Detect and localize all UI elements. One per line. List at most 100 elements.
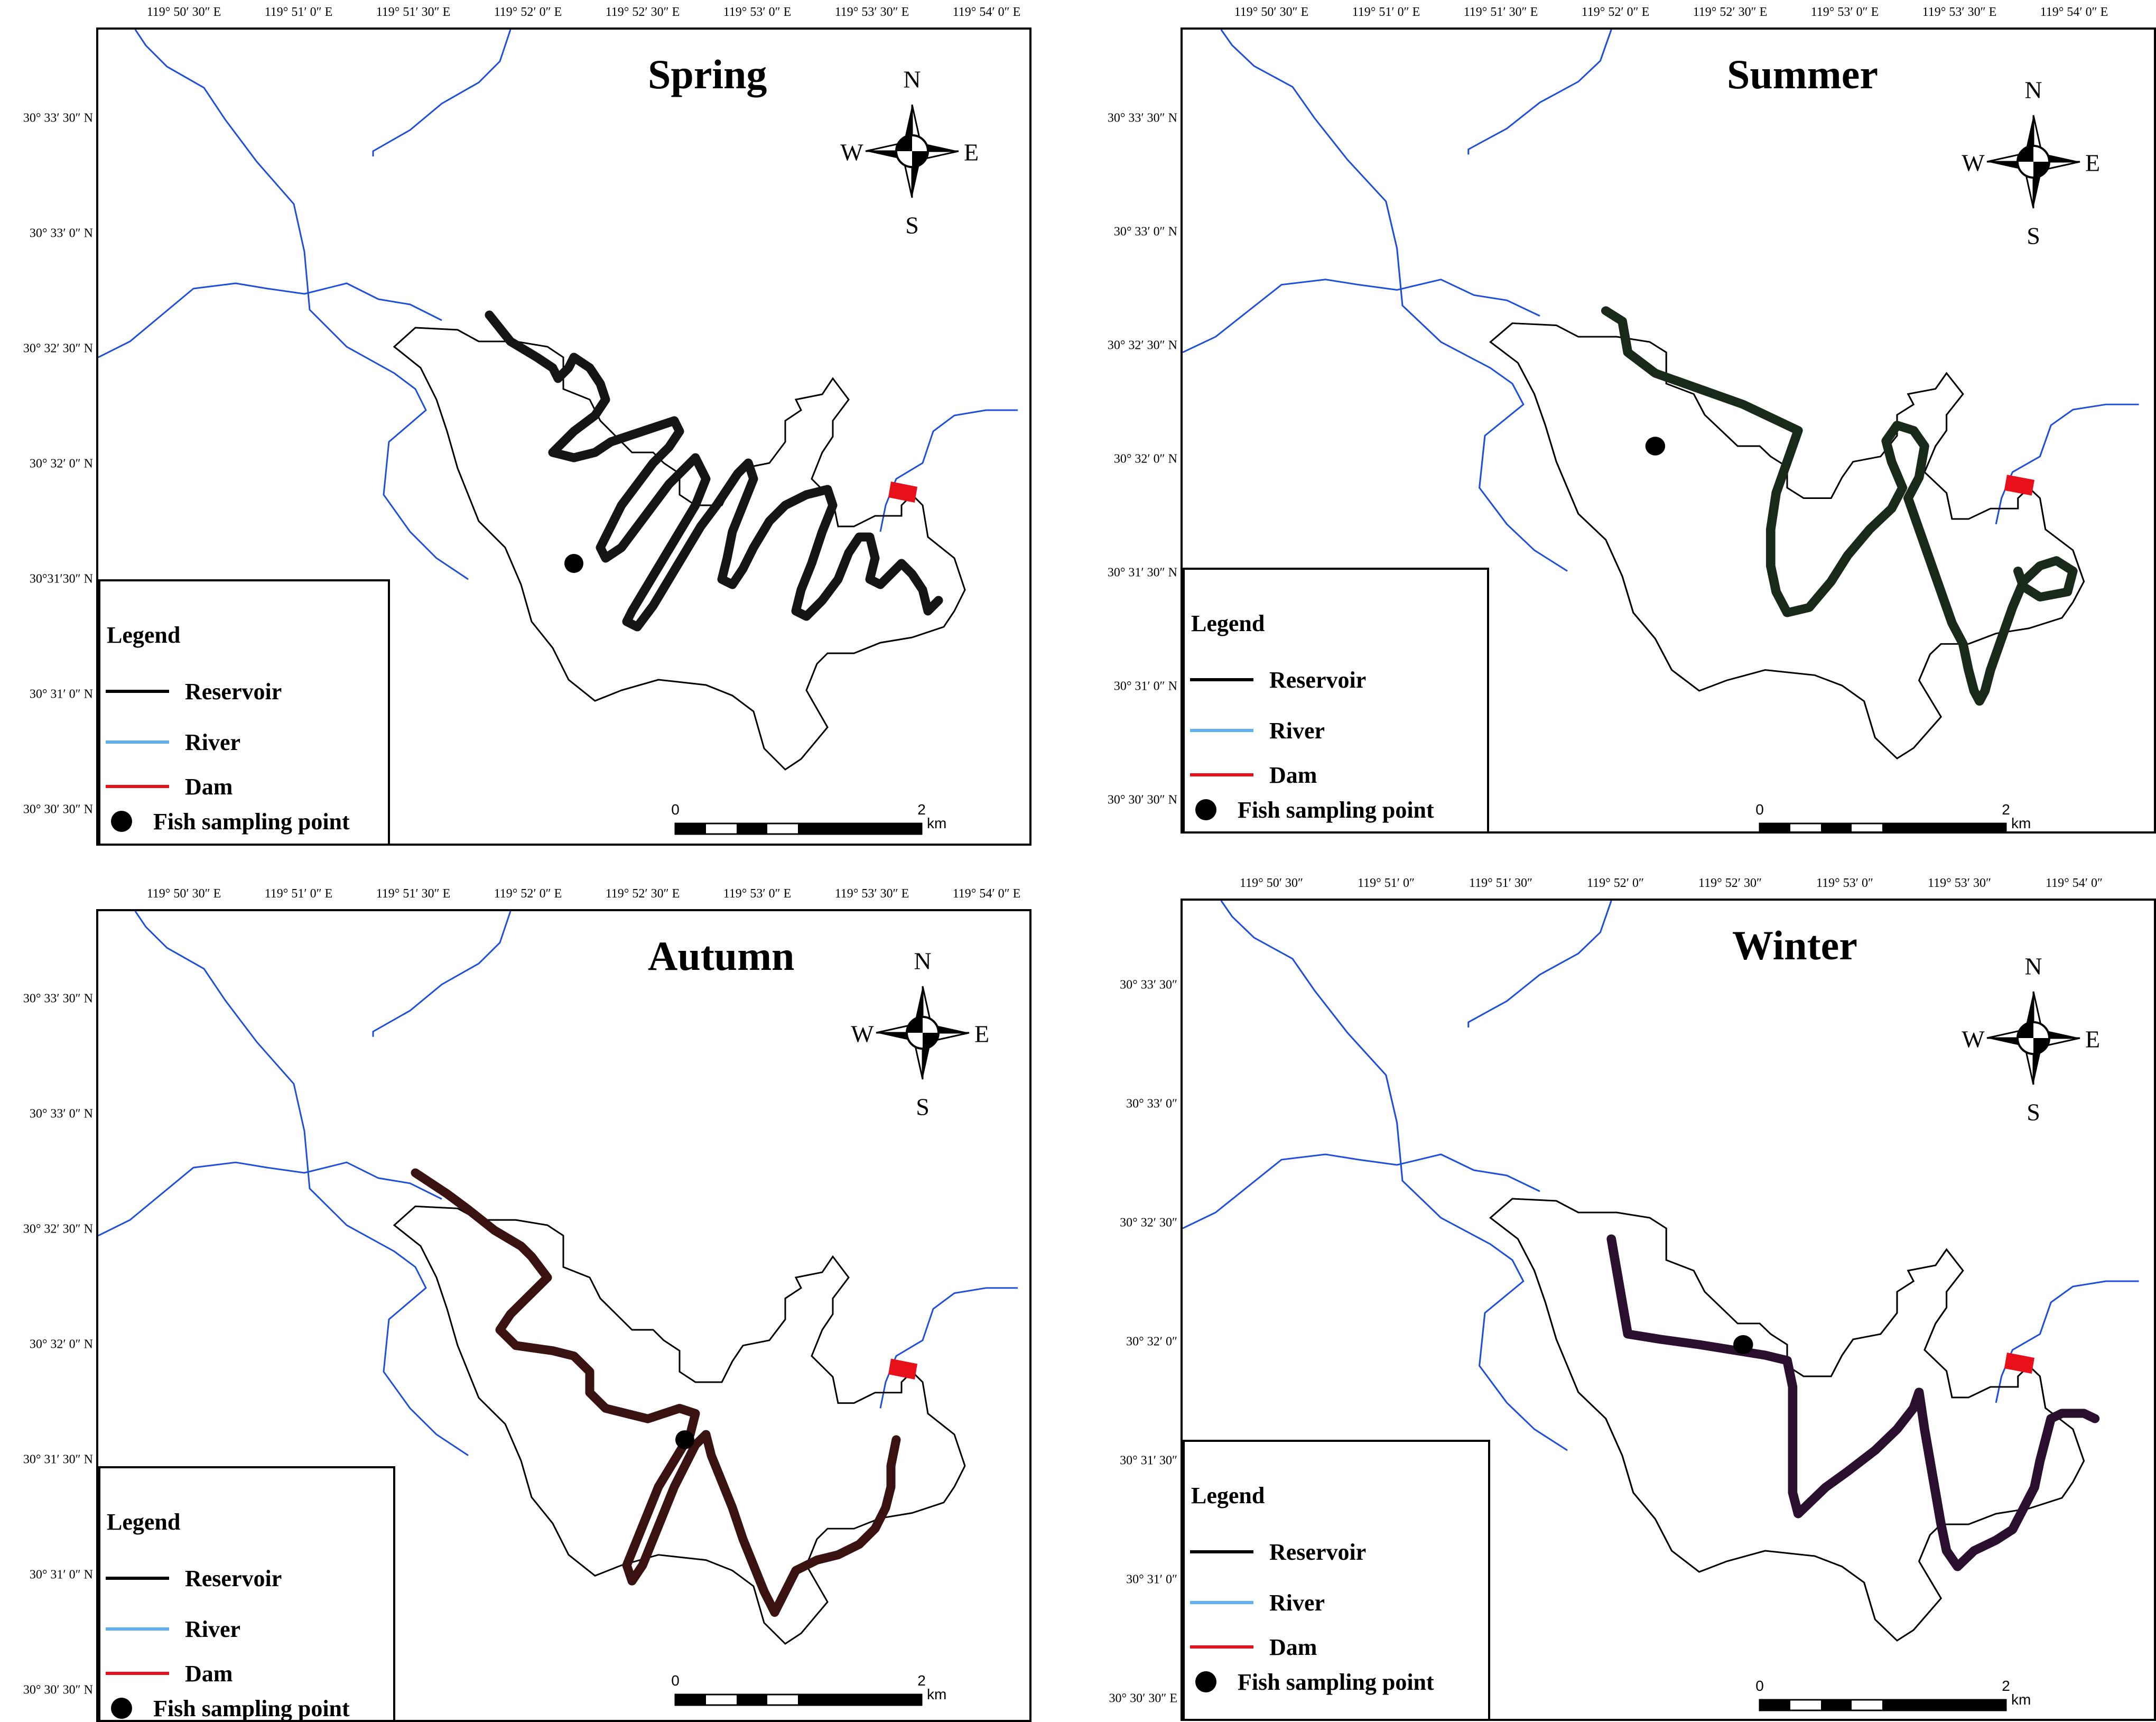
reservoir-outline [1489, 1198, 2085, 1642]
compass-east-label: E [2085, 149, 2101, 177]
longitude-tick-label: 119° 52′ 0″ E [1581, 5, 1650, 19]
longitude-tick-label: 119° 54′ 0″ E [2040, 5, 2108, 19]
compass-south-label: S [2027, 1098, 2040, 1126]
longitude-tick-label: 119° 53′ 0″ [1816, 876, 1873, 890]
longitude-tick-label: 119° 52′ 0″ [1587, 876, 1644, 890]
legend-item-reservoir: Reservoir [1190, 667, 1366, 693]
longitude-tick-label: 119° 52′ 30″ [1698, 876, 1762, 890]
longitude-tick-label: 119° 50′ 30″ [1240, 876, 1303, 890]
longitude-tick-label: 119° 53′ 0″ E [1810, 5, 1879, 19]
longitude-tick-label: 119° 52′ 30″ E [605, 5, 680, 19]
latitude-tick-label: 30° 33′ 0″ [1126, 1097, 1177, 1111]
latitude-tick-label: 30° 33′ 30″ N [23, 111, 93, 125]
latitude-tick-label: 30° 32′ 30″ N [23, 341, 93, 356]
reservoir-outline [393, 327, 966, 771]
longitude-tick-label: 119° 53′ 0″ E [723, 5, 792, 19]
latitude-tick-label: 30° 33′ 30″ [1120, 978, 1177, 992]
scale-end-label: 2 [917, 801, 926, 818]
river-segment [1467, 901, 1612, 1027]
survey-track [1601, 306, 2078, 706]
scale-end-label: 2 [2002, 1678, 2010, 1694]
scale-end-label: 2 [2002, 801, 2010, 818]
river-segment [372, 911, 512, 1037]
legend-item-dam: Dam [1190, 1634, 1317, 1660]
dam-marker [2004, 1353, 2034, 1374]
latitude-tick-label: 30° 31′ 30″ N [1107, 566, 1177, 580]
latitude-tick-label: 30° 32′ 0″ [1126, 1335, 1177, 1349]
scale-start-label: 0 [1755, 1678, 1764, 1694]
longitude-tick-label: 119° 51′ 30″ E [1463, 5, 1538, 19]
fish-sampling-point [564, 554, 583, 573]
season-title: Autumn [648, 933, 795, 979]
legend-item-dam: Dam [1190, 762, 1317, 788]
latitude-tick-label: 30° 33′ 0″ N [1113, 225, 1177, 239]
map-frame: Autumn N S E W [96, 909, 1031, 1722]
longitude-tick-label: 119° 53′ 30″ E [834, 887, 909, 901]
legend-item-sampling: Fish sampling point [1190, 1669, 1434, 1695]
scale-start-label: 0 [1755, 801, 1764, 818]
river-segment [1467, 30, 1612, 155]
compass-east-label: E [963, 138, 979, 166]
map-canvas [1183, 901, 2139, 1642]
survey-track [485, 310, 943, 632]
map-legend: Legend Reservoir River Dam Fish sampling… [98, 1466, 395, 1720]
compass-west-label: W [1962, 149, 1985, 177]
legend-title: Legend [107, 1509, 181, 1535]
longitude-tick-label: 119° 52′ 0″ E [494, 5, 562, 19]
north-arrow-icon: N S E W [1962, 953, 2100, 1126]
longitude-tick-label: 119° 51′ 30″ E [376, 887, 451, 901]
river-segment [879, 1287, 1018, 1409]
compass-north-label: N [2024, 76, 2042, 104]
compass-east-label: E [974, 1020, 990, 1048]
legend-item-sampling: Fish sampling point [106, 809, 350, 835]
scale-unit-label: km [2011, 1691, 2031, 1708]
map-frame: Summer N S E W [1181, 27, 2156, 834]
river-segment [879, 409, 1018, 532]
map-frame: Spring N S E W [96, 27, 1031, 846]
compass-west-label: W [851, 1020, 874, 1048]
latitude-tick-label: 30° 31′ 30″ [1120, 1453, 1177, 1468]
river-segment [98, 1161, 442, 1237]
latitude-tick-label: 30° 32′ 30″ [1120, 1216, 1177, 1230]
latitude-tick-label: 30° 33′ 0″ N [29, 1107, 93, 1121]
survey-track [1606, 1234, 2100, 1571]
river-network [98, 911, 1018, 1456]
longitude-tick-label: 119° 53′ 30″ E [1922, 5, 1997, 19]
legend-title: Legend [1191, 1483, 1265, 1508]
legend-item-dam: Dam [106, 774, 233, 800]
latitude-tick-label: 30° 33′ 0″ N [29, 226, 93, 240]
latitude-tick-label: 30° 32′ 30″ N [23, 1222, 93, 1236]
latitude-tick-label: 30° 31′ 0″ N [1113, 679, 1177, 693]
compass-west-label: W [840, 138, 863, 166]
scale-unit-label: km [927, 815, 947, 831]
river-segment [134, 911, 469, 1456]
river-segment [1220, 30, 1568, 572]
scale-end-label: 2 [917, 1672, 926, 1689]
legend-title: Legend [1191, 610, 1265, 636]
river-segment [372, 30, 512, 156]
north-arrow-icon: N S E W [1962, 77, 2100, 249]
compass-north-label: N [2024, 952, 2042, 980]
dam-marker [888, 482, 917, 503]
fish-sampling-point [675, 1430, 694, 1449]
season-title: Winter [1732, 922, 1857, 968]
river-network [1183, 30, 2139, 572]
fish-sampling-point [1645, 437, 1666, 456]
compass-south-label: S [2027, 222, 2040, 249]
survey-track [411, 1168, 901, 1617]
latitude-tick-label: 30° 33′ 30″ N [23, 992, 93, 1006]
longitude-tick-label: 119° 54′ 0″ E [952, 5, 1021, 19]
dam-marker [2004, 475, 2034, 496]
legend-item-reservoir: Reservoir [106, 1566, 282, 1591]
longitude-tick-label: 119° 50′ 30″ E [146, 887, 221, 901]
scale-unit-label: km [927, 1686, 947, 1702]
longitude-tick-label: 119° 52′ 30″ E [605, 887, 680, 901]
longitude-tick-label: 119° 50′ 30″ E [146, 5, 221, 19]
latitude-tick-label: 30° 30′ 30″ N [1107, 793, 1177, 807]
scale-unit-label: km [2011, 815, 2031, 831]
north-arrow-icon: N S E W [840, 66, 979, 239]
river-segment [1183, 279, 1540, 354]
legend-item-river: River [106, 729, 240, 755]
longitude-tick-label: 119° 50′ 30″ E [1234, 5, 1309, 19]
map-legend: Legend Reservoir River Dam Fish sampling… [1183, 1440, 1490, 1719]
